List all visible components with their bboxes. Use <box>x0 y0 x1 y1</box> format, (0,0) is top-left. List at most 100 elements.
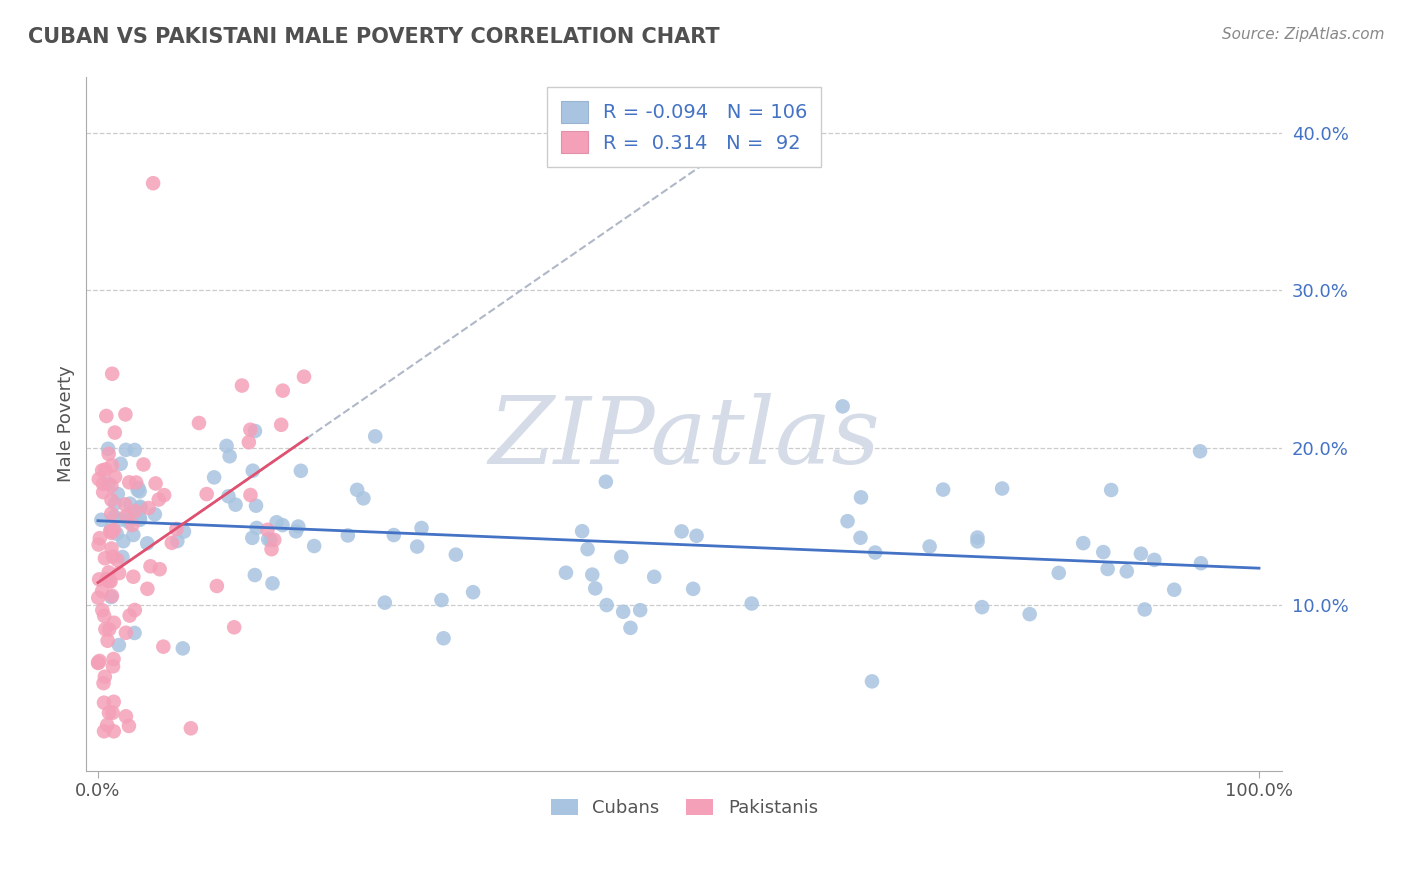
Point <box>91 485 114 500</box>
Point <box>121 518 143 533</box>
Text: Source: ZipAtlas.com: Source: ZipAtlas.com <box>1222 27 1385 42</box>
Point <box>118 475 141 490</box>
Point <box>128 511 150 525</box>
Point <box>287 519 309 533</box>
Point <box>98 524 121 538</box>
Point <box>105 526 128 541</box>
Point <box>374 596 396 610</box>
Point <box>1099 483 1122 497</box>
Point <box>98 623 121 637</box>
Point <box>100 590 122 604</box>
Point <box>271 384 294 398</box>
Point <box>290 464 312 478</box>
Point <box>139 559 162 574</box>
Point <box>124 504 146 518</box>
Point <box>142 176 165 190</box>
Point <box>118 608 141 623</box>
Point <box>153 488 176 502</box>
Point <box>188 416 211 430</box>
Point <box>145 476 167 491</box>
Point <box>91 476 114 491</box>
Point <box>643 570 665 584</box>
Point <box>411 521 433 535</box>
Point <box>97 633 120 648</box>
Point <box>129 513 152 527</box>
Point <box>115 709 138 723</box>
Point <box>101 367 124 381</box>
Point <box>103 509 125 524</box>
Point <box>125 475 148 490</box>
Point <box>136 536 159 550</box>
Point <box>100 507 122 521</box>
Point <box>257 533 280 547</box>
Point <box>1163 582 1185 597</box>
Point <box>262 576 284 591</box>
Point <box>100 521 122 535</box>
Point <box>302 539 325 553</box>
Point <box>263 533 285 547</box>
Legend: Cubans, Pakistanis: Cubans, Pakistanis <box>543 791 825 824</box>
Point <box>97 476 120 491</box>
Point <box>292 369 315 384</box>
Point <box>231 378 253 392</box>
Point <box>100 492 122 507</box>
Point <box>118 515 141 529</box>
Point <box>1189 556 1212 570</box>
Point <box>1189 444 1212 458</box>
Point <box>685 529 707 543</box>
Point <box>336 528 359 542</box>
Point <box>444 548 467 562</box>
Point <box>98 574 121 589</box>
Point <box>118 719 141 733</box>
Point <box>101 589 124 603</box>
Point <box>108 638 131 652</box>
Point <box>110 457 132 471</box>
Point <box>87 537 110 551</box>
Point <box>932 483 955 497</box>
Point <box>149 562 172 576</box>
Point <box>104 470 127 484</box>
Point <box>138 501 160 516</box>
Point <box>93 608 115 623</box>
Point <box>93 724 115 739</box>
Point <box>1097 562 1119 576</box>
Point <box>860 674 883 689</box>
Point <box>266 515 288 529</box>
Point <box>100 479 122 493</box>
Point <box>91 463 114 477</box>
Point <box>215 439 238 453</box>
Point <box>127 481 149 495</box>
Point <box>285 524 308 539</box>
Point <box>89 531 111 545</box>
Point <box>104 496 127 510</box>
Point <box>96 718 118 732</box>
Point <box>129 501 152 516</box>
Point <box>195 487 218 501</box>
Point <box>103 695 125 709</box>
Point <box>90 513 112 527</box>
Point <box>1115 564 1137 578</box>
Point <box>166 534 188 549</box>
Point <box>124 442 146 457</box>
Point <box>124 626 146 640</box>
Point <box>87 656 110 670</box>
Point <box>173 524 195 539</box>
Point <box>991 482 1014 496</box>
Point <box>1047 566 1070 580</box>
Point <box>97 447 120 461</box>
Point <box>239 423 262 437</box>
Point <box>89 654 111 668</box>
Point <box>87 656 110 670</box>
Point <box>352 491 374 506</box>
Point <box>671 524 693 539</box>
Point <box>91 584 114 599</box>
Point <box>849 531 872 545</box>
Point <box>571 524 593 539</box>
Point <box>103 523 125 537</box>
Point <box>970 600 993 615</box>
Point <box>918 540 941 554</box>
Point <box>243 568 266 582</box>
Point <box>103 652 125 666</box>
Point <box>114 408 136 422</box>
Point <box>1129 547 1152 561</box>
